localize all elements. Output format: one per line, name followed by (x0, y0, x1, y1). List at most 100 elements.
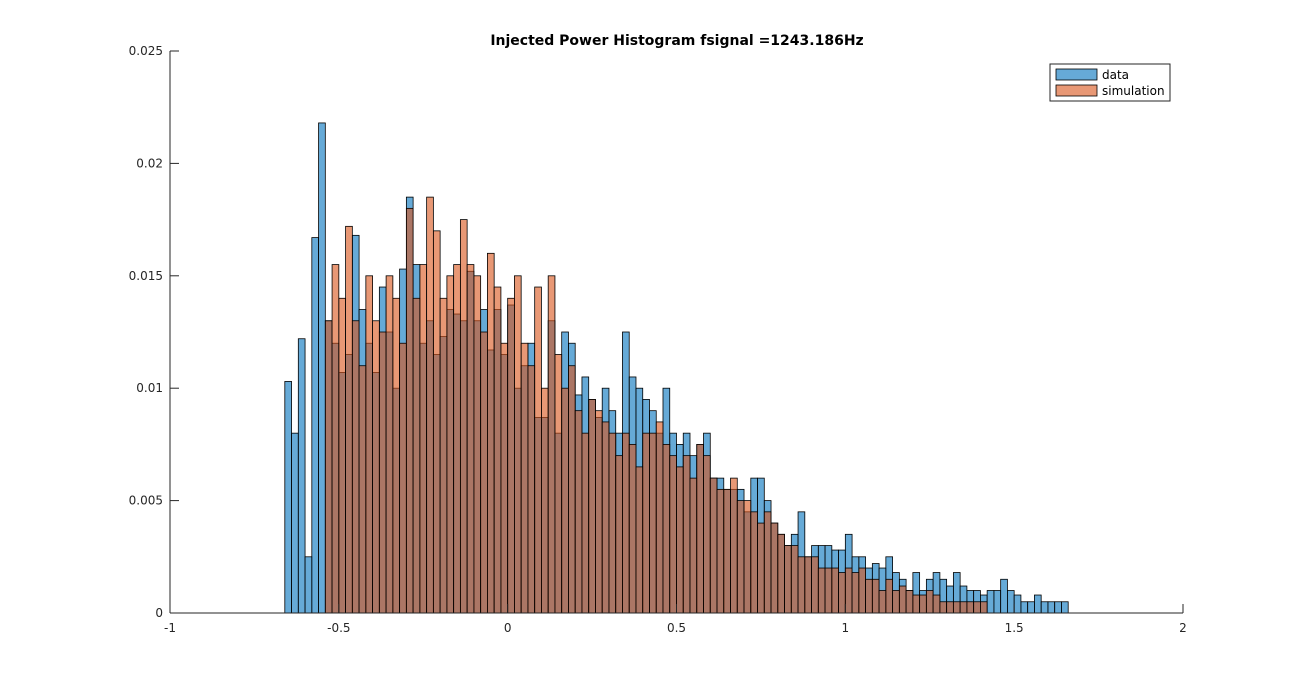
simulation-bar (871, 578, 880, 614)
series-simulation (324, 196, 988, 614)
data-bar (1061, 601, 1069, 614)
simulation-bar (568, 365, 576, 614)
chart-title: Injected Power Histogram fsignal =1243.1… (490, 33, 863, 49)
simulation-bar (770, 522, 779, 614)
simulation-bar (966, 601, 975, 614)
simulation-bar (601, 421, 610, 614)
simulation-bar (932, 594, 941, 614)
simulation-bar (622, 432, 630, 614)
simulation-bar (534, 286, 542, 614)
x-tick-label: 1 (842, 621, 850, 635)
simulation-bar (959, 601, 968, 614)
simulation-bar (595, 410, 603, 614)
x-tick-label: 0.5 (667, 621, 686, 635)
simulation-bar (554, 354, 563, 614)
simulation-bar (898, 585, 907, 614)
simulation-bar (507, 297, 515, 614)
simulation-bar (824, 567, 833, 614)
simulation-bar (797, 556, 806, 614)
legend-swatch-data (1055, 68, 1098, 81)
simulation-bar (709, 477, 718, 614)
data-bar (291, 432, 299, 614)
data-bar (297, 338, 306, 614)
simulation-bar (905, 590, 914, 614)
y-tick-label: 0.015 (129, 269, 163, 283)
simulation-bar (703, 455, 711, 614)
simulation-bar (912, 594, 921, 614)
simulation-bar (432, 230, 441, 614)
x-tick-label: -0.5 (327, 621, 350, 635)
simulation-bar (892, 590, 900, 614)
simulation-bar (426, 196, 434, 614)
simulation-bar (838, 572, 846, 614)
simulation-bar (696, 443, 704, 614)
data-bar (1040, 601, 1049, 614)
simulation-bar (790, 545, 799, 614)
simulation-bar (446, 275, 455, 614)
legend-label-simulation: simulation (1102, 84, 1165, 98)
simulation-bar (487, 252, 495, 614)
simulation-bar (473, 275, 482, 614)
data-bar (318, 122, 326, 614)
data-bar (1007, 590, 1015, 614)
simulation-bar (324, 320, 333, 614)
data-bar (1020, 601, 1029, 614)
data-bar (1027, 601, 1035, 614)
simulation-bar (689, 477, 698, 614)
y-tick-label: 0 (155, 606, 163, 620)
x-tick-label: 1.5 (1005, 621, 1024, 635)
simulation-bar (615, 455, 623, 614)
data-bar (284, 381, 292, 614)
simulation-bar (973, 601, 981, 614)
simulation-bar (351, 320, 360, 614)
simulation-bar (885, 578, 893, 614)
data-bar (1034, 594, 1042, 614)
y-tick-label: 0.025 (129, 44, 163, 58)
simulation-bar (581, 432, 590, 614)
y-tick-label: 0.005 (129, 494, 163, 508)
data-bar (1054, 601, 1062, 614)
y-tick-label: 0.02 (136, 156, 163, 170)
simulation-bar (662, 443, 671, 614)
simulation-bar (655, 421, 664, 614)
data-bar (1013, 594, 1022, 614)
legend: data simulation (1049, 63, 1171, 102)
simulation-bar (399, 342, 407, 614)
x-tick-label: 2 (1179, 621, 1187, 635)
simulation-bar (439, 297, 448, 614)
simulation-bar (763, 511, 772, 614)
simulation-bar (574, 410, 583, 614)
simulation-bar (385, 275, 394, 614)
simulation-bar (757, 522, 765, 614)
y-tick-label: 0.01 (136, 381, 163, 395)
data-bar (1000, 578, 1008, 614)
simulation-bar (635, 466, 644, 614)
simulation-bar (453, 264, 461, 614)
simulation-bar (980, 601, 988, 614)
simulation-bar (952, 601, 961, 614)
x-tick-label: -1 (164, 621, 176, 635)
simulation-bar (831, 567, 839, 614)
simulation-bar (527, 365, 536, 614)
simulation-bar (547, 275, 556, 614)
simulation-bar (919, 594, 927, 614)
simulation-bar (405, 207, 414, 614)
simulation-bar (372, 320, 380, 614)
simulation-bar (817, 567, 826, 614)
simulation-bar (514, 275, 522, 614)
simulation-bar (561, 387, 569, 614)
data-bar (304, 556, 313, 614)
simulation-bar (723, 488, 731, 614)
simulation-bar (392, 297, 401, 614)
simulation-bar (345, 225, 353, 614)
simulation-bar (419, 264, 428, 614)
simulation-bar (331, 264, 340, 614)
x-tick-label: 0 (504, 621, 512, 635)
simulation-bar (804, 556, 812, 614)
simulation-bar (925, 590, 934, 614)
simulation-bar (378, 331, 387, 614)
axes-layer: -1 -0.5 0 0.5 1 1.5 2 0 0.005 0.01 0.015 0.02 0.025 (129, 44, 1187, 635)
simulation-bar (412, 297, 421, 614)
simulation-bar (649, 432, 657, 614)
